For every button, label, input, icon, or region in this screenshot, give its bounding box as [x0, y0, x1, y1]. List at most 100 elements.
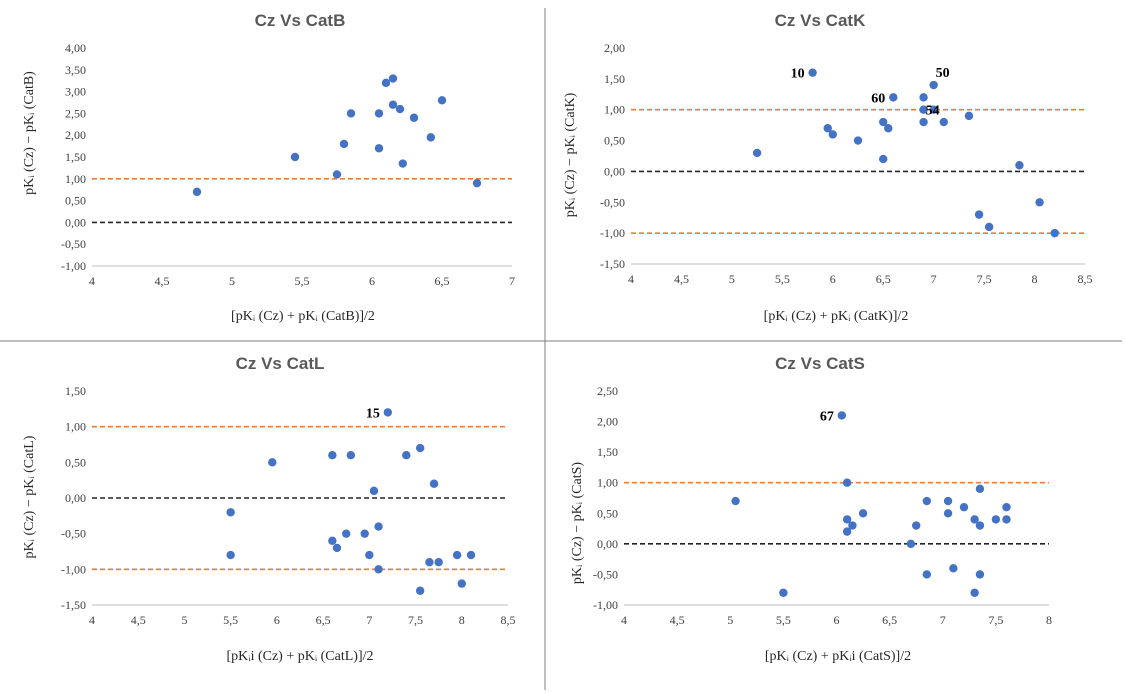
data-point [374, 109, 384, 118]
data-point [974, 210, 984, 219]
data-point [328, 451, 337, 460]
data-point [328, 536, 337, 545]
x-tick-label: 5 [729, 272, 735, 286]
data-point [402, 451, 411, 460]
x-tick-label: 7 [366, 613, 372, 627]
data-point [1035, 198, 1044, 207]
x-tick-label: 7 [509, 274, 515, 288]
data-point [395, 104, 405, 114]
x-tick-label: 7,5 [408, 613, 423, 627]
data-point [268, 458, 277, 467]
x-tick-label: 8 [1046, 613, 1052, 627]
data-point [970, 588, 979, 597]
y-tick-label: -1,00 [600, 226, 625, 240]
data-point [466, 550, 476, 560]
x-tick-label: 4,5 [155, 274, 170, 288]
data-point [290, 152, 300, 162]
data-point [779, 588, 788, 597]
chart-cz-vs-catb: Cz Vs CatB [pKᵢ (Cz) + pKᵢ (CatB)]/2 pKᵢ… [22, 11, 515, 324]
y-tick-label: -1,50 [61, 598, 86, 612]
x-tick-label: 6,5 [882, 613, 897, 627]
data-point [929, 80, 938, 90]
x-tick-label: 5,5 [223, 613, 238, 627]
data-point [1002, 502, 1011, 512]
y-tick-label: 0,00 [597, 537, 618, 551]
x-tick-label: 8,5 [501, 613, 516, 627]
chart-title: Cz Vs CatK [775, 11, 866, 30]
y-tick-label: 3,00 [65, 85, 86, 99]
y-tick-label: -0,50 [61, 527, 86, 541]
data-point [984, 222, 994, 232]
x-tick-label: 4 [89, 274, 95, 288]
data-point [374, 522, 383, 531]
y-tick-label: 0,50 [597, 506, 618, 520]
data-point [879, 154, 888, 164]
data-point [365, 550, 374, 560]
y-tick-label: 3,50 [65, 63, 86, 77]
x-tick-label: 5,5 [776, 613, 791, 627]
data-point [906, 539, 916, 549]
x-tick-label: 4,5 [670, 613, 685, 627]
x-tick-label: 5,5 [295, 274, 310, 288]
data-point [457, 579, 466, 588]
y-tick-label: 2,50 [597, 384, 618, 398]
data-point [752, 148, 762, 158]
x-tick-label: 6,5 [435, 274, 450, 288]
x-tick-label: 6 [274, 613, 280, 627]
data-point [374, 565, 383, 574]
data-point [429, 479, 439, 488]
data-point [388, 74, 398, 83]
data-point [884, 124, 893, 133]
data-point [848, 521, 857, 530]
chart-title: Cz Vs CatB [255, 11, 346, 30]
data-point [919, 105, 928, 114]
y-tick-label: -1,00 [593, 598, 618, 612]
data-point [415, 586, 425, 595]
data-point [975, 484, 985, 494]
data-point [964, 111, 974, 121]
data-point [842, 515, 852, 524]
x-tick-label: 4 [89, 613, 95, 627]
data-point [975, 521, 985, 530]
data-point [398, 159, 407, 168]
x-tick-label: 5 [727, 613, 733, 627]
y-tick-label: 1,50 [604, 72, 625, 86]
data-point [975, 570, 985, 579]
data-point [346, 109, 356, 118]
data-point [339, 139, 349, 149]
data-point [425, 558, 434, 567]
data-point [991, 515, 1001, 524]
y-tick-label: -0,50 [61, 237, 86, 251]
data-point [1002, 515, 1011, 524]
x-tick-label: 6 [830, 272, 836, 286]
y-tick-label: -0,50 [593, 567, 618, 581]
data-point [911, 521, 921, 530]
y-tick-label: -1,50 [600, 257, 625, 271]
data-point [879, 117, 888, 127]
data-point [409, 113, 419, 122]
data-point [837, 411, 847, 420]
data-point [939, 117, 948, 127]
y-tick-label: 1,00 [597, 476, 618, 490]
y-tick-label: 0,50 [65, 455, 86, 469]
chart-title: Cz Vs CatL [236, 354, 325, 373]
data-point [369, 486, 379, 496]
chart-title: Cz Vs CatS [775, 354, 865, 373]
y-tick-label: 0,00 [65, 491, 86, 505]
x-tick-label: 7,5 [988, 613, 1003, 627]
y-tick-label: 2,00 [65, 128, 86, 142]
data-point [192, 187, 202, 197]
data-point [346, 451, 356, 460]
data-point [226, 550, 235, 560]
data-point [426, 133, 435, 142]
data-point [858, 509, 868, 518]
y-tick-label: 0,50 [604, 134, 625, 148]
x-tick-label: 6,5 [876, 272, 891, 286]
y-tick-label: 0,00 [65, 215, 86, 229]
x-tick-label: 4 [628, 272, 634, 286]
data-point [1050, 228, 1059, 238]
x-tick-label: 7,5 [977, 272, 992, 286]
x-axis-label: [pKᵢ (Cz) + pKᵢ (CatK)]/2 [764, 309, 909, 324]
y-tick-label: 2,00 [597, 415, 618, 429]
